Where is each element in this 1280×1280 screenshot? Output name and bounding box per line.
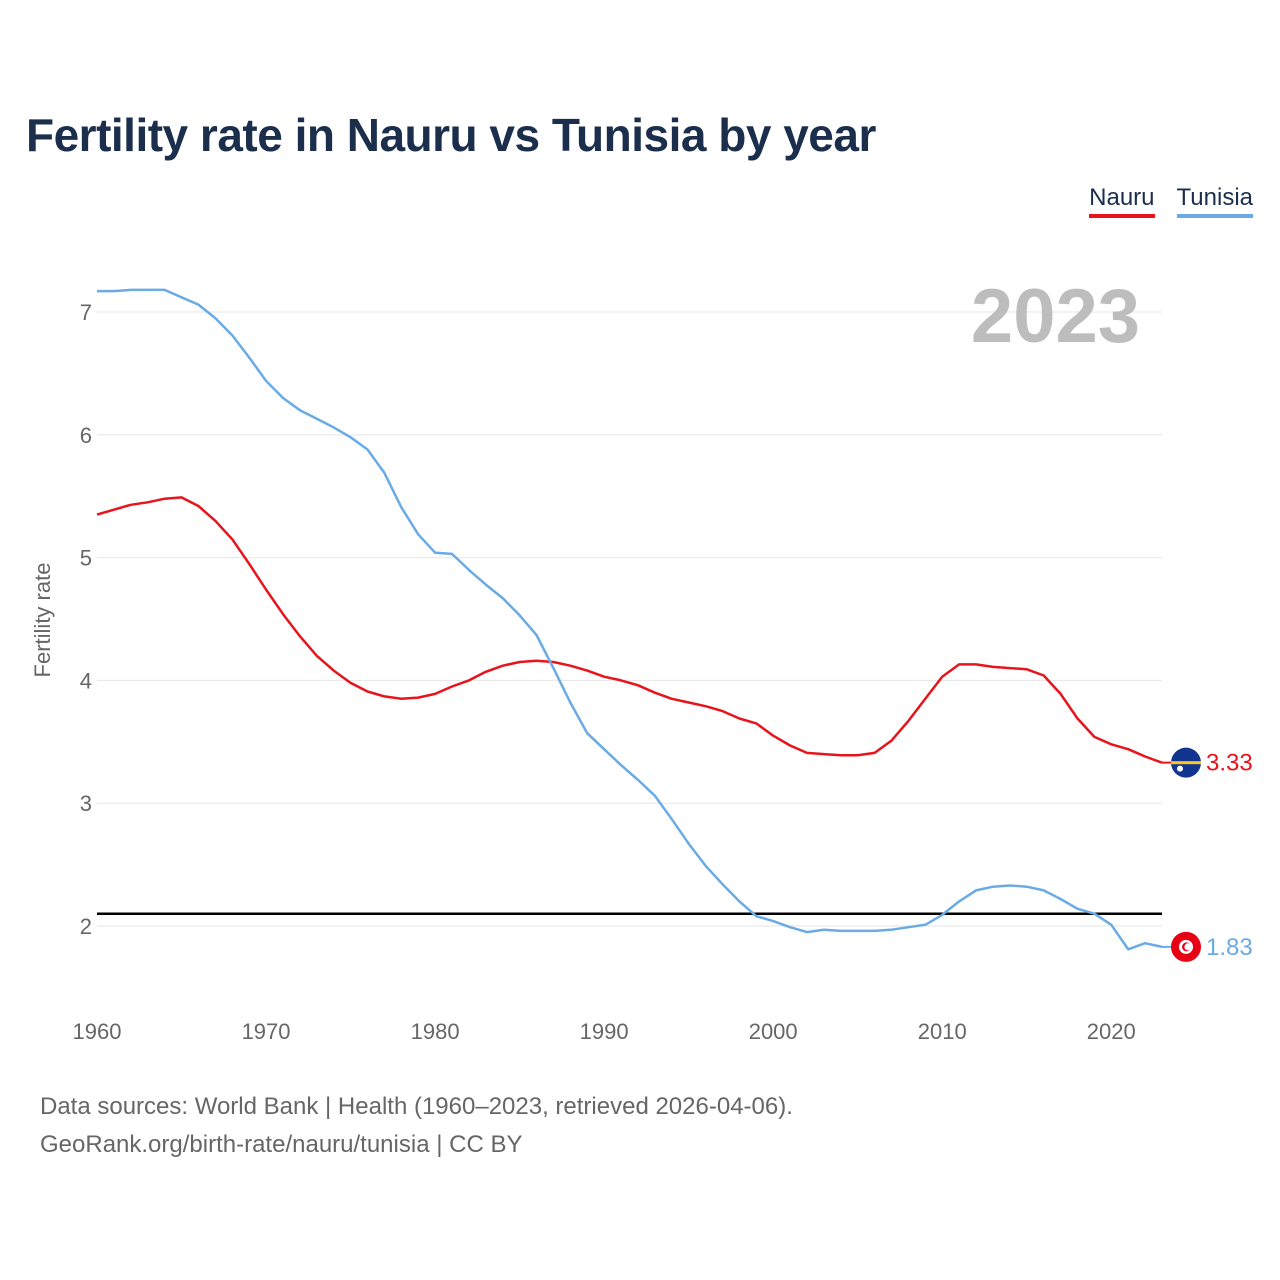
legend: Nauru Tunisia xyxy=(1089,184,1253,218)
tunisia-flag-crescent-cut xyxy=(1184,943,1192,951)
legend-item-tunisia[interactable]: Tunisia xyxy=(1176,184,1253,218)
source-note: Data sources: World Bank | Health (1960–… xyxy=(40,1088,793,1164)
y-tick-label: 7 xyxy=(80,300,92,325)
x-tick-label: 2020 xyxy=(1087,1019,1136,1044)
x-tick-label: 1990 xyxy=(580,1019,629,1044)
source-line: GeoRank.org/birth-rate/nauru/tunisia | C… xyxy=(40,1131,523,1158)
series-line-tunisia xyxy=(97,288,1163,951)
y-tick-label: 2 xyxy=(80,914,92,939)
series-line-nauru xyxy=(96,496,1163,764)
legend-item-nauru[interactable]: Nauru xyxy=(1089,184,1155,218)
end-value-label-tunisia: 1.83 xyxy=(1206,934,1253,961)
year-watermark: 2023 xyxy=(971,274,1140,359)
x-tick-label: 2010 xyxy=(918,1019,967,1044)
x-tick-label: 1970 xyxy=(242,1019,291,1044)
y-tick-label: 4 xyxy=(80,668,92,693)
nauru-flag-stripe xyxy=(1171,761,1201,765)
chart-title: Fertility rate in Nauru vs Tunisia by ye… xyxy=(26,109,876,161)
y-tick-label: 3 xyxy=(80,791,92,816)
x-tick-label: 2000 xyxy=(749,1019,798,1044)
y-axis-label: Fertility rate xyxy=(30,563,55,678)
line-chart: 2 3 4 5 6 7 1960 1970 1980 1990 2000 2010 2020 Fertil… xyxy=(30,274,1253,1044)
source-line: Data sources: World Bank | Health (1960–… xyxy=(40,1093,793,1120)
x-tick-label: 1980 xyxy=(411,1019,460,1044)
nauru-flag-star xyxy=(1177,765,1183,772)
end-value-label-nauru: 3.33 xyxy=(1206,750,1253,777)
x-tick-label: 1960 xyxy=(73,1019,122,1044)
y-tick-label: 6 xyxy=(80,423,92,448)
y-tick-label: 5 xyxy=(80,546,92,571)
